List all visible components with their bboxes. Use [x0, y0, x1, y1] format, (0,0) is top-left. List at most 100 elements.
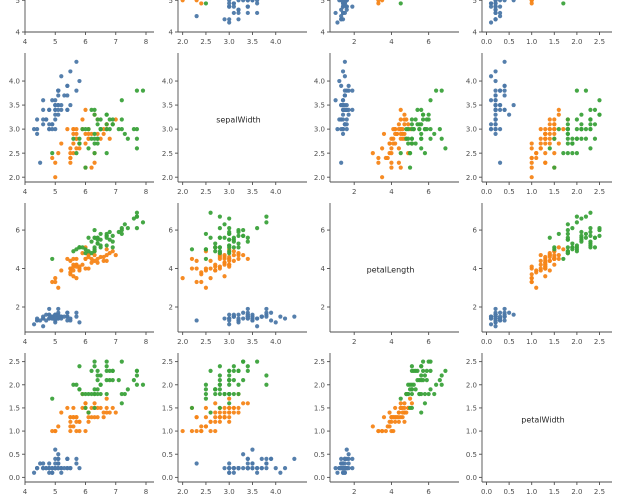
data-point-virginica: [83, 251, 88, 256]
data-point-setosa: [68, 69, 73, 74]
data-point-versicolor: [71, 274, 76, 279]
data-point-versicolor: [547, 136, 552, 141]
data-point-setosa: [227, 461, 232, 466]
y-tick-label: 4.0: [466, 78, 477, 86]
data-point-setosa: [35, 127, 40, 132]
data-point-setosa: [350, 88, 355, 93]
y-tick-label: 2.5: [162, 150, 173, 158]
data-point-setosa: [35, 131, 40, 137]
data-point-versicolor: [538, 252, 543, 258]
x-tick-label: 2.5: [200, 188, 211, 196]
data-point-virginica: [134, 214, 140, 219]
data-point-virginica: [592, 122, 598, 127]
y-tick-label: 1.0: [162, 428, 173, 436]
data-point-virginica: [236, 233, 241, 238]
data-point-versicolor: [65, 405, 70, 411]
x-tick-label: 2: [352, 488, 356, 496]
data-point-versicolor: [95, 260, 100, 265]
data-point-setosa: [38, 160, 43, 165]
data-point-virginica: [104, 122, 109, 127]
data-point-versicolor: [227, 396, 232, 401]
data-point-setosa: [488, 127, 494, 132]
data-point-setosa: [245, 456, 250, 461]
data-point-setosa: [236, 466, 241, 471]
x-tick-label: 0.5: [504, 338, 515, 346]
data-point-versicolor: [53, 279, 58, 285]
data-point-setosa: [245, 0, 250, 3]
pairplot-cell-petalLength-vs-petalWidth: 0.0 0.5 1.0 1.5 2.0 2.5 2 4 6: [460, 197, 618, 350]
x-tick-label: 1.0: [526, 488, 537, 496]
data-point-virginica: [74, 247, 79, 252]
data-point-setosa: [493, 102, 498, 108]
data-point-setosa: [56, 452, 61, 457]
data-point-versicolor: [83, 401, 88, 406]
data-point-versicolor: [71, 131, 76, 137]
data-point-virginica: [107, 127, 112, 132]
x-tick-label: 2.0: [177, 488, 188, 496]
data-point-setosa: [340, 117, 346, 122]
data-point-setosa: [488, 4, 494, 9]
data-point-versicolor: [556, 107, 561, 112]
data-point-virginica: [189, 405, 195, 411]
x-tick-label: 6: [426, 38, 431, 46]
data-point-virginica: [231, 245, 236, 250]
data-point-virginica: [588, 146, 593, 151]
data-point-versicolor: [529, 1, 534, 6]
data-point-versicolor: [101, 127, 106, 132]
data-point-virginica: [409, 122, 415, 127]
data-point-virginica: [415, 378, 420, 383]
data-point-versicolor: [389, 160, 394, 165]
data-point-versicolor: [534, 151, 539, 156]
data-point-setosa: [65, 456, 70, 461]
data-point-setosa: [65, 107, 70, 112]
data-point-setosa: [339, 160, 344, 165]
data-point-versicolor: [113, 252, 118, 258]
data-point-versicolor: [203, 285, 209, 290]
data-point-virginica: [231, 239, 236, 244]
x-tick-label: 1.5: [549, 188, 560, 196]
data-point-setosa: [340, 466, 346, 471]
data-point-virginica: [104, 359, 109, 364]
y-tick-label: 0.0: [314, 474, 325, 482]
data-point-virginica: [574, 249, 579, 254]
data-point-setosa: [250, 0, 255, 3]
data-point-virginica: [422, 373, 428, 378]
data-point-virginica: [77, 387, 82, 392]
data-point-setosa: [259, 314, 264, 319]
data-point-versicolor: [98, 405, 103, 411]
y-tick-label: 0.5: [9, 451, 20, 459]
data-point-versicolor: [398, 131, 403, 137]
data-point-versicolor: [380, 0, 385, 3]
data-point-setosa: [268, 310, 274, 315]
data-point-virginica: [203, 231, 209, 237]
data-point-setosa: [227, 316, 232, 321]
data-point-virginica: [80, 245, 85, 250]
y-tick-label: 5: [473, 0, 477, 5]
data-point-versicolor: [538, 127, 543, 132]
data-point-virginica: [565, 222, 570, 227]
data-point-setosa: [493, 69, 498, 74]
data-point-virginica: [264, 382, 269, 387]
data-point-versicolor: [98, 254, 103, 260]
data-point-setosa: [227, 1, 232, 6]
data-point-versicolor: [543, 160, 548, 165]
y-tick-label: 4: [169, 29, 174, 37]
data-point-setosa: [41, 316, 46, 321]
data-point-setosa: [340, 98, 346, 103]
data-point-virginica: [110, 368, 115, 373]
y-tick-label: 1.0: [466, 428, 477, 436]
data-point-setosa: [340, 112, 346, 117]
data-point-setosa: [342, 93, 347, 98]
data-point-versicolor: [241, 252, 246, 258]
data-point-versicolor: [68, 272, 73, 277]
data-point-versicolor: [203, 266, 209, 271]
data-point-virginica: [413, 387, 418, 392]
data-point-versicolor: [110, 249, 115, 254]
data-point-setosa: [50, 470, 55, 475]
data-point-setosa: [41, 98, 46, 103]
x-tick-label: 4: [23, 38, 28, 46]
data-point-setosa: [344, 447, 349, 452]
data-point-virginica: [428, 98, 433, 103]
data-point-virginica: [579, 216, 584, 221]
data-point-virginica: [110, 239, 115, 244]
